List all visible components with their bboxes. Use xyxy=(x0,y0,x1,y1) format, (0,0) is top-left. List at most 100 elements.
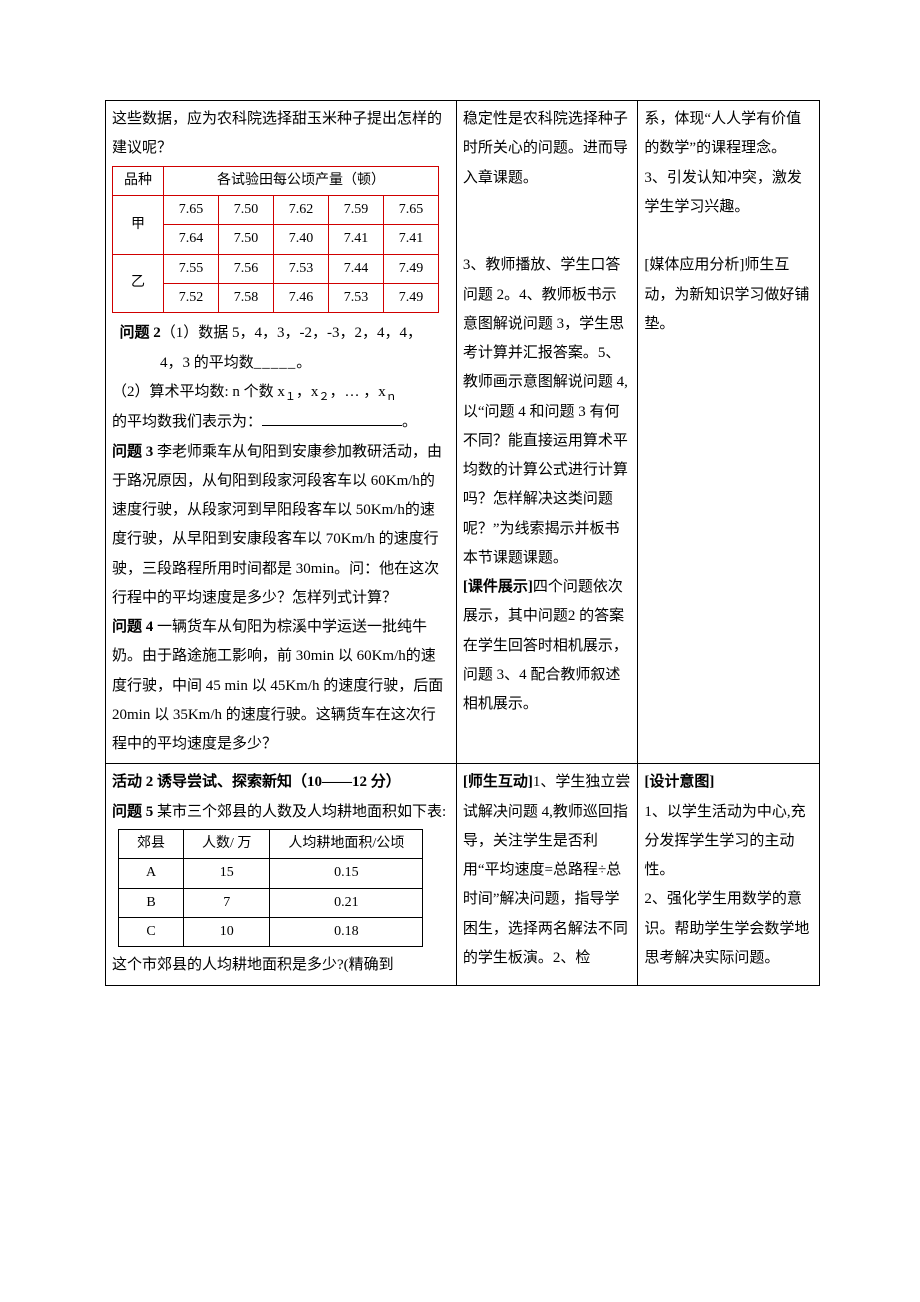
county-cell: 10 xyxy=(184,918,270,947)
q5-text: 某市三个郊县的人数及人均耕地面积如下表: xyxy=(153,804,446,820)
col3-p2: 3、引发认知冲突，激发学生学习兴趣。 xyxy=(644,164,813,223)
col2-p3: [课件展示]四个问题依次展示，其中问题2 的答案在学生回答时相机展示，问题 3、… xyxy=(463,573,632,719)
content-cell-teacher-student: 稳定性是农科院选择种子时所关心的问题。进而导入章课题。 3、教师播放、学生口答问… xyxy=(456,101,638,764)
q2-part2b: 的平均数我们表示为： 。 xyxy=(112,408,450,437)
county-cell: A xyxy=(119,859,184,888)
design-p2: 2、强化学生用数学的意识。帮助学生学会数学地思考解决实际问题。 xyxy=(644,885,813,973)
yield-cell: 7.50 xyxy=(219,225,274,254)
interaction-label: [师生互动] xyxy=(463,774,533,790)
header-yield: 各试验田每公顷产量（顿） xyxy=(164,166,439,195)
question-2: 问题 2（1）数据 5，4，3，-2，-3，2，4，4， xyxy=(112,319,450,348)
yield-cell: 7.41 xyxy=(329,225,384,254)
content-cell-activities: 这些数据，应为农科院选择甜玉米种子提出怎样的建议呢？ 品种 各试验田每公顷产量（… xyxy=(106,101,457,764)
col2-p1: 稳定性是农科院选择种子时所关心的问题。进而导入章课题。 xyxy=(463,105,632,193)
county-table: 郊县 人数/ 万 人均耕地面积/公顷 A 15 0.15 B 7 0.21 C … xyxy=(118,829,423,948)
q2-title: 问题 2 xyxy=(120,325,161,341)
q2-t2b: 的平均数我们表示为： xyxy=(112,414,262,430)
q5-title: 问题 5 xyxy=(112,804,153,820)
col2-p2: 3、教师播放、学生口答问题 2。4、教师板书示意图解说问题 3，学生思考计算并汇… xyxy=(463,251,632,573)
blank-underline xyxy=(262,410,402,426)
yield-cell: 7.44 xyxy=(329,254,384,283)
q2-end: 。 xyxy=(402,414,417,430)
activity2-title: 活动 2 诱导尝试、探索新知（10——12 分） xyxy=(112,768,450,797)
corn-yield-table: 品种 各试验田每公顷产量（顿） 甲 7.65 7.50 7.62 7.59 7.… xyxy=(112,166,439,314)
q2-part2: （2）算术平均数: n 个数 x１，x２，… ，xｎ xyxy=(112,378,450,408)
intro-text: 这些数据，应为农科院选择甜玉米种子提出怎样的建议呢？ xyxy=(112,105,450,164)
q3-title: 问题 3 xyxy=(112,444,153,460)
sub-2: ２ xyxy=(318,391,329,403)
header-variety: 品种 xyxy=(113,166,164,195)
yield-cell: 7.49 xyxy=(384,254,439,283)
yield-cell: 7.50 xyxy=(219,195,274,224)
question-3: 问题 3 李老师乘车从旬阳到安康参加教研活动，由于路况原因，从旬阳到段家河段客车… xyxy=(112,438,450,614)
yield-cell: 7.59 xyxy=(329,195,384,224)
page: 这些数据，应为农科院选择甜玉米种子提出怎样的建议呢？ 品种 各试验田每公顷产量（… xyxy=(0,0,920,1026)
county-cell: 0.15 xyxy=(270,859,423,888)
q4-text: 一辆货车从旬阳为棕溪中学运送一批纯牛奶。由于路途施工影响，前 30min 以 6… xyxy=(112,619,443,752)
q2-mid2: ，… ，x xyxy=(329,384,385,400)
col3-p3: [媒体应用分析]师生互动，为新知识学习做好铺垫。 xyxy=(644,251,813,339)
col3-p1: 系，体现“人人学有价值的数学”的课程理念。 xyxy=(644,105,813,164)
table-row: A 15 0.15 xyxy=(119,859,423,888)
county-cell: 0.18 xyxy=(270,918,423,947)
q4-title: 问题 4 xyxy=(112,619,153,635)
table-row: 这些数据，应为农科院选择甜玉米种子提出怎样的建议呢？ 品种 各试验田每公顷产量（… xyxy=(106,101,820,764)
courseware-text: 四个问题依次展示，其中问题2 的答案在学生回答时相机展示，问题 3、4 配合教师… xyxy=(463,579,628,712)
county-cell: B xyxy=(119,888,184,917)
county-cell: 15 xyxy=(184,859,270,888)
content-cell-design2: [设计意图] 1、以学生活动为中心,充分发挥学生学习的主动性。 2、强化学生用数… xyxy=(638,764,820,985)
q2-part1b: 4，3 的平均数 xyxy=(160,355,254,371)
yield-cell: 7.65 xyxy=(384,195,439,224)
yield-cell: 7.52 xyxy=(164,284,219,313)
yield-cell: 7.46 xyxy=(274,284,329,313)
table-row: 品种 各试验田每公顷产量（顿） xyxy=(113,166,439,195)
yield-cell: 7.64 xyxy=(164,225,219,254)
yield-cell: 7.41 xyxy=(384,225,439,254)
county-cell: 0.21 xyxy=(270,888,423,917)
sub-1: １ xyxy=(285,391,296,403)
q2-t2a: （2）算术平均数: n 个数 x xyxy=(112,384,285,400)
question-4: 问题 4 一辆货车从旬阳为棕溪中学运送一批纯牛奶。由于路途施工影响，前 30mi… xyxy=(112,613,450,759)
county-cell: C xyxy=(119,918,184,947)
table-row: 乙 7.55 7.56 7.53 7.44 7.49 xyxy=(113,254,439,283)
q5-after: 这个市郊县的人均耕地面积是多少?(精确到 xyxy=(112,951,450,980)
q2-period: 。 xyxy=(296,355,311,371)
table-row: 活动 2 诱导尝试、探索新知（10——12 分） 问题 5 某市三个郊县的人数及… xyxy=(106,764,820,985)
spacer xyxy=(644,222,813,251)
design-p1: 1、以学生活动为中心,充分发挥学生学习的主动性。 xyxy=(644,798,813,886)
question-5: 问题 5 某市三个郊县的人数及人均耕地面积如下表: xyxy=(112,798,450,827)
spacer xyxy=(463,193,632,222)
courseware-label: [课件展示] xyxy=(463,579,533,595)
table-row: C 10 0.18 xyxy=(119,918,423,947)
yield-cell: 7.49 xyxy=(384,284,439,313)
row-label-yi: 乙 xyxy=(113,254,164,313)
q2-part1a: （1）数据 5，4，3，-2，-3，2，4，4， xyxy=(161,325,422,341)
yield-cell: 7.56 xyxy=(219,254,274,283)
row-label-jia: 甲 xyxy=(113,195,164,254)
table-row: 甲 7.65 7.50 7.62 7.59 7.65 xyxy=(113,195,439,224)
col-population: 人数/ 万 xyxy=(184,829,270,858)
yield-cell: 7.65 xyxy=(164,195,219,224)
col-county: 郊县 xyxy=(119,829,184,858)
content-cell-interaction: [师生互动]1、学生独立尝试解决问题 4,教师巡回指导，关注学生是否利用“平均速… xyxy=(456,764,638,985)
table-row: 郊县 人数/ 万 人均耕地面积/公顷 xyxy=(119,829,423,858)
lesson-layout-table: 这些数据，应为农科院选择甜玉米种子提出怎样的建议呢？ 品种 各试验田每公顷产量（… xyxy=(105,100,820,986)
q2-cont: 4，3 的平均数_____。 xyxy=(112,349,450,378)
content-cell-design-intent: 系，体现“人人学有价值的数学”的课程理念。 3、引发认知冲突，激发学生学习兴趣。… xyxy=(638,101,820,764)
spacer xyxy=(463,222,632,251)
table-row: B 7 0.21 xyxy=(119,888,423,917)
interaction-text: 1、学生独立尝试解决问题 4,教师巡回指导，关注学生是否利用“平均速度=总路程÷… xyxy=(463,774,631,966)
q2-mid: ，x xyxy=(296,384,319,400)
yield-cell: 7.53 xyxy=(274,254,329,283)
yield-cell: 7.53 xyxy=(329,284,384,313)
design-label: [设计意图] xyxy=(644,768,813,797)
yield-cell: 7.62 xyxy=(274,195,329,224)
col-area: 人均耕地面积/公顷 xyxy=(270,829,423,858)
yield-cell: 7.40 xyxy=(274,225,329,254)
content-cell-activity2: 活动 2 诱导尝试、探索新知（10——12 分） 问题 5 某市三个郊县的人数及… xyxy=(106,764,457,985)
q3-text: 李老师乘车从旬阳到安康参加教研活动，由于路况原因，从旬阳到段家河段客车以 60K… xyxy=(112,444,442,606)
yield-cell: 7.55 xyxy=(164,254,219,283)
sub-n: ｎ xyxy=(386,391,397,403)
col2b: [师生互动]1、学生独立尝试解决问题 4,教师巡回指导，关注学生是否利用“平均速… xyxy=(463,768,632,973)
county-cell: 7 xyxy=(184,888,270,917)
